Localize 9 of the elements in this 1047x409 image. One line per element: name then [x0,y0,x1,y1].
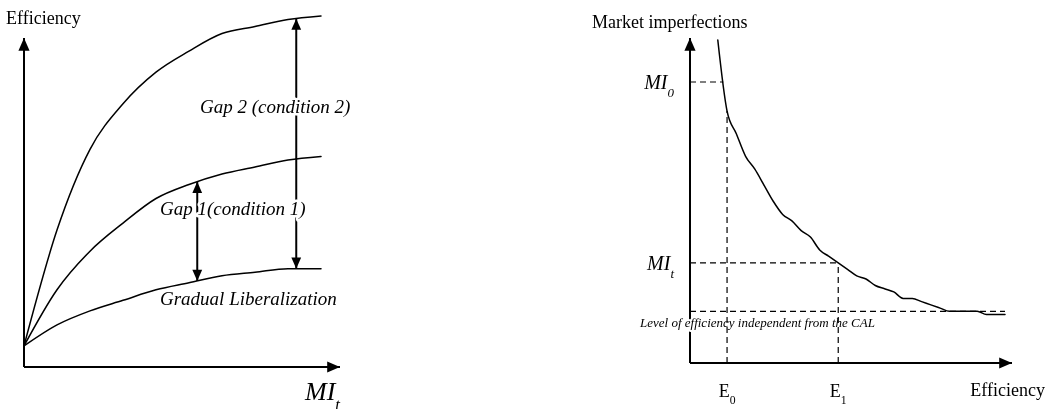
y-axis-title: Market imperfections [592,12,748,32]
ref-line-label: MI$_{0}$ [643,70,675,100]
ref-line-label: MI$_{t}$ [646,251,675,281]
x-tick-label: E$_{0}$ [718,381,736,407]
y-axis-title: Efficiency [6,8,81,28]
x-axis-title: Efficiency [970,380,1045,400]
annotation: Gradual Liberalization [160,288,337,309]
x-axis-title: MI$_{t}$ [303,377,342,409]
x-tick-label: E$_{1}$ [829,381,847,407]
